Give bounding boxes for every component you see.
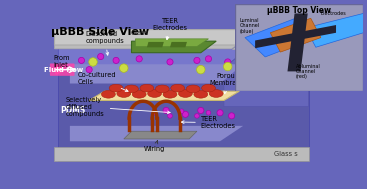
Ellipse shape bbox=[201, 84, 215, 92]
Ellipse shape bbox=[117, 90, 131, 97]
Polygon shape bbox=[224, 45, 309, 107]
Text: Co-cultured
Cells: Co-cultured Cells bbox=[77, 71, 128, 91]
Polygon shape bbox=[170, 42, 187, 47]
Circle shape bbox=[168, 114, 172, 118]
Text: Glass s: Glass s bbox=[274, 151, 297, 157]
Circle shape bbox=[136, 56, 142, 62]
Text: Luminal
Channel
(blue): Luminal Channel (blue) bbox=[240, 18, 260, 34]
Text: Fluid flow: Fluid flow bbox=[44, 67, 83, 73]
Text: Wiring: Wiring bbox=[144, 141, 165, 152]
Ellipse shape bbox=[171, 84, 185, 92]
Ellipse shape bbox=[178, 90, 192, 97]
Text: Glass: Glass bbox=[130, 30, 148, 36]
Circle shape bbox=[179, 109, 184, 114]
Circle shape bbox=[89, 58, 97, 66]
Polygon shape bbox=[54, 147, 309, 160]
Circle shape bbox=[113, 57, 119, 64]
Text: Electrodes: Electrodes bbox=[321, 11, 346, 16]
Polygon shape bbox=[235, 4, 363, 91]
Ellipse shape bbox=[109, 84, 123, 92]
Polygon shape bbox=[70, 64, 243, 84]
Polygon shape bbox=[147, 42, 164, 47]
Circle shape bbox=[217, 110, 223, 116]
Polygon shape bbox=[270, 18, 321, 52]
Ellipse shape bbox=[209, 90, 223, 97]
Circle shape bbox=[98, 53, 104, 60]
Text: Selectively
diffused
compounds: Selectively diffused compounds bbox=[66, 97, 170, 117]
Ellipse shape bbox=[163, 91, 177, 98]
Polygon shape bbox=[245, 18, 316, 57]
Text: μBBB Side View: μBBB Side View bbox=[51, 27, 149, 37]
Circle shape bbox=[195, 114, 199, 118]
Polygon shape bbox=[255, 25, 336, 48]
Circle shape bbox=[206, 56, 211, 62]
Ellipse shape bbox=[148, 90, 161, 97]
Circle shape bbox=[198, 107, 204, 114]
Circle shape bbox=[79, 57, 84, 64]
Ellipse shape bbox=[124, 85, 138, 93]
Circle shape bbox=[152, 110, 157, 115]
Ellipse shape bbox=[155, 85, 169, 93]
Ellipse shape bbox=[140, 84, 154, 92]
Circle shape bbox=[182, 111, 189, 117]
Text: Porous
Membrane: Porous Membrane bbox=[210, 73, 246, 94]
Polygon shape bbox=[135, 39, 208, 46]
Polygon shape bbox=[306, 13, 363, 47]
Polygon shape bbox=[89, 91, 239, 100]
Text: TEER
Electrodes: TEER Electrodes bbox=[181, 116, 236, 129]
Circle shape bbox=[120, 64, 128, 72]
Text: To
outlet: To outlet bbox=[297, 58, 317, 71]
Ellipse shape bbox=[101, 91, 115, 98]
Polygon shape bbox=[287, 13, 308, 71]
Text: TEER
Electrodes: TEER Electrodes bbox=[153, 18, 188, 40]
Text: Fluid flow: Fluid flow bbox=[248, 67, 287, 73]
Polygon shape bbox=[58, 45, 309, 160]
Polygon shape bbox=[58, 49, 247, 68]
Circle shape bbox=[224, 62, 232, 71]
Circle shape bbox=[194, 57, 200, 64]
FancyBboxPatch shape bbox=[50, 64, 75, 76]
FancyBboxPatch shape bbox=[246, 64, 290, 76]
Polygon shape bbox=[131, 41, 216, 53]
Text: μBBB Top View: μBBB Top View bbox=[266, 6, 331, 15]
Polygon shape bbox=[124, 131, 197, 139]
Polygon shape bbox=[70, 126, 243, 141]
Circle shape bbox=[229, 113, 235, 119]
Circle shape bbox=[206, 110, 211, 115]
Circle shape bbox=[163, 107, 169, 114]
Text: Abluminal
Channel
(red): Abluminal Channel (red) bbox=[295, 64, 320, 79]
Circle shape bbox=[167, 59, 173, 65]
Circle shape bbox=[86, 67, 92, 73]
Polygon shape bbox=[54, 31, 255, 49]
Text: PDMS: PDMS bbox=[61, 106, 86, 115]
Circle shape bbox=[225, 59, 231, 65]
Polygon shape bbox=[54, 30, 258, 45]
Ellipse shape bbox=[132, 91, 146, 98]
Ellipse shape bbox=[186, 85, 200, 93]
Polygon shape bbox=[232, 31, 309, 49]
Text: From
inlet: From inlet bbox=[53, 55, 69, 68]
Ellipse shape bbox=[194, 91, 208, 98]
Text: Dissolved
compounds: Dissolved compounds bbox=[85, 32, 124, 55]
Circle shape bbox=[197, 65, 205, 74]
